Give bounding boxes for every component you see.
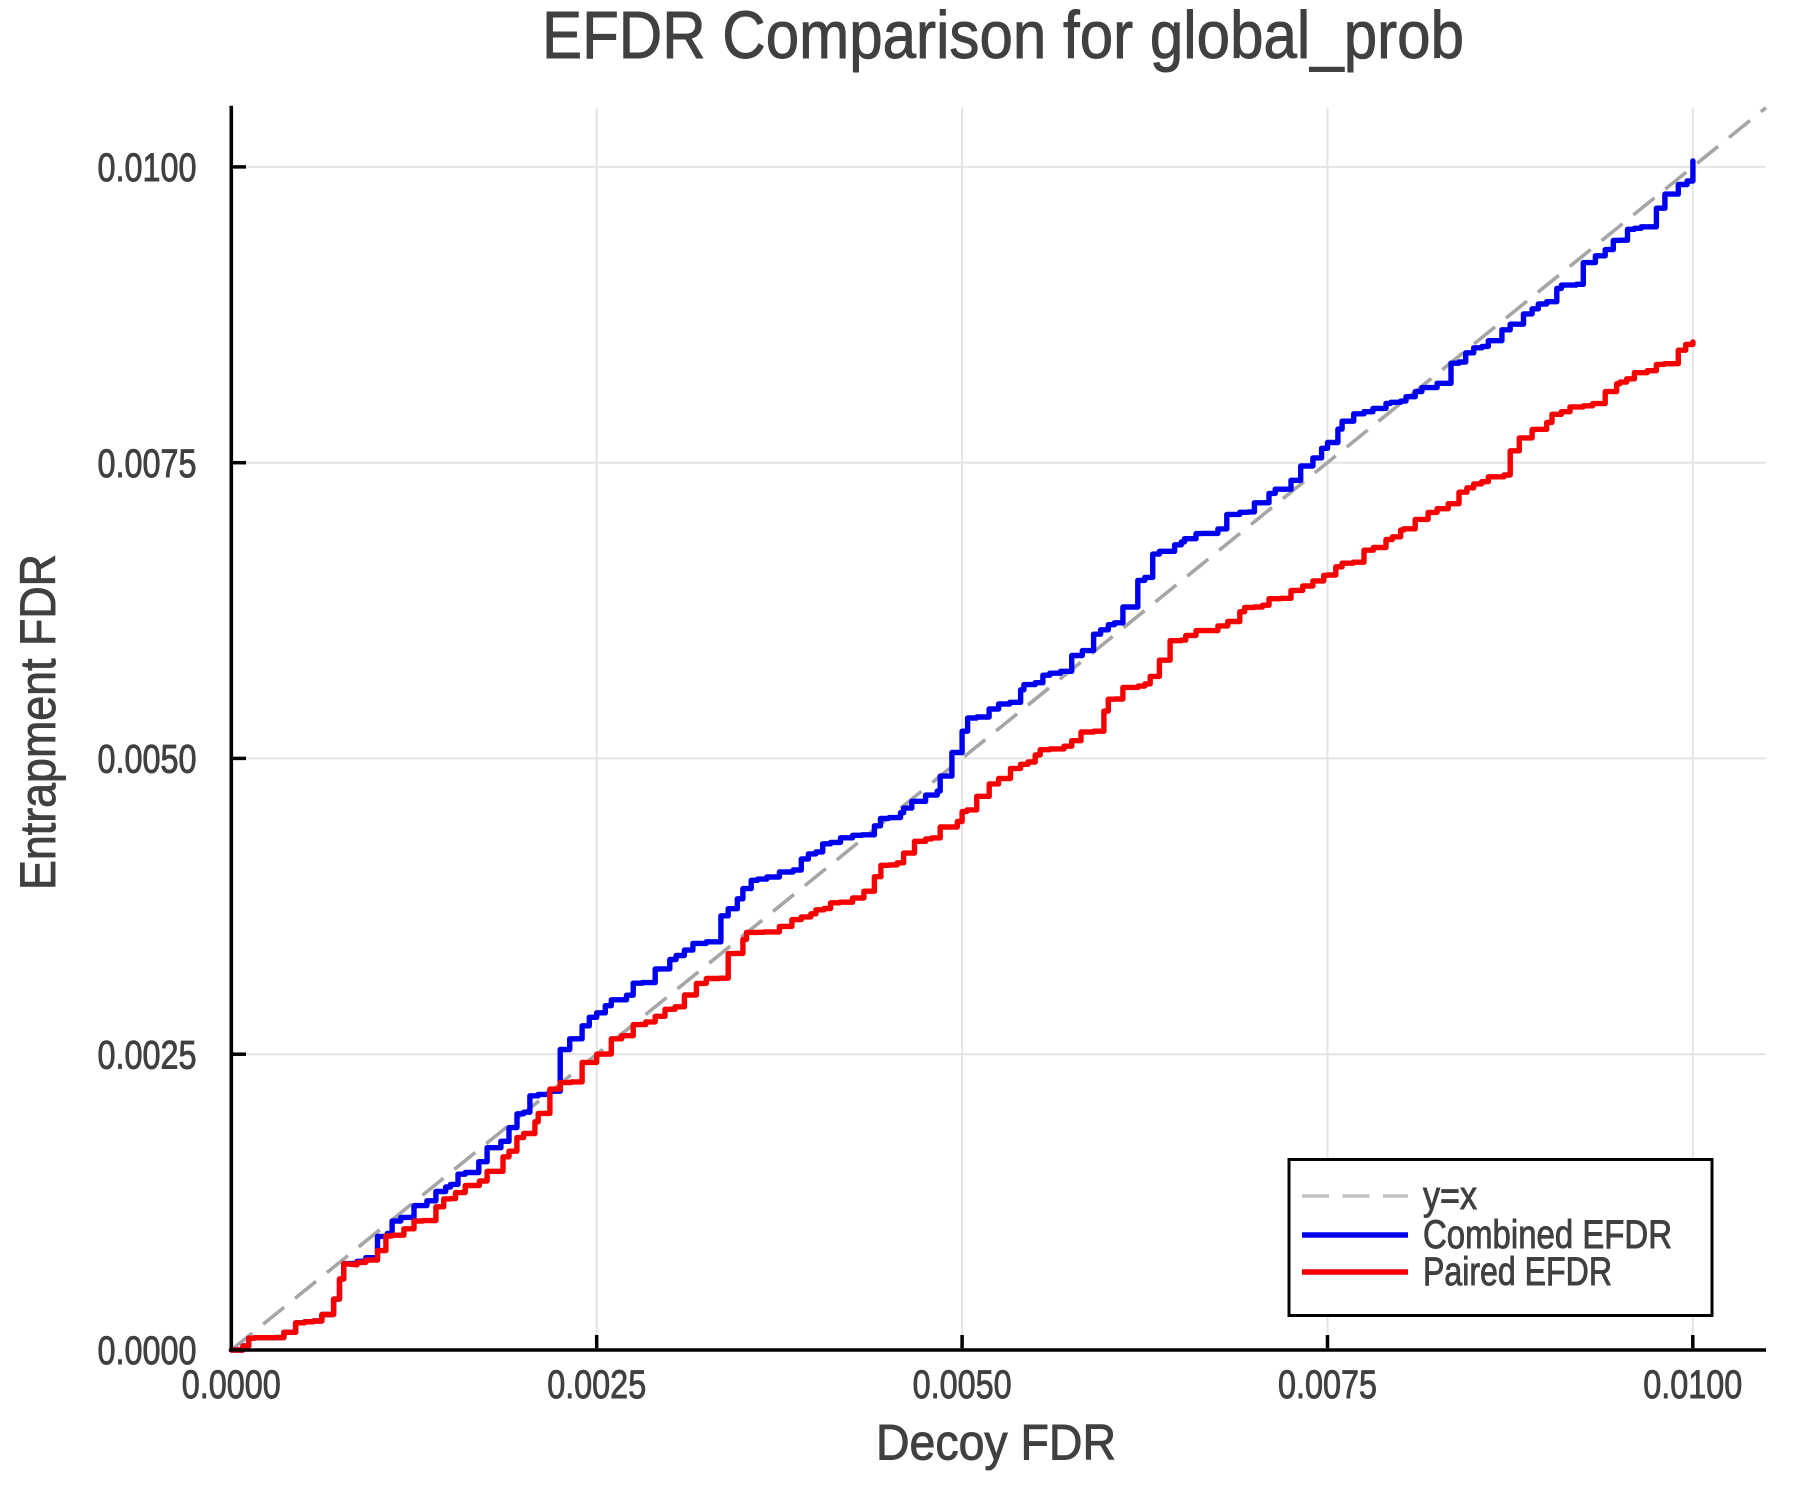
svg-text:0.0100: 0.0100 [98, 146, 197, 190]
svg-text:0.0025: 0.0025 [98, 1033, 197, 1077]
svg-text:y=x: y=x [1423, 1174, 1477, 1218]
svg-text:0.0075: 0.0075 [1278, 1363, 1377, 1407]
svg-text:Combined EFDR: Combined EFDR [1423, 1213, 1672, 1257]
svg-text:0.0050: 0.0050 [913, 1363, 1012, 1407]
svg-text:0.0075: 0.0075 [98, 442, 197, 486]
svg-text:Paired EFDR: Paired EFDR [1423, 1250, 1612, 1294]
svg-text:0.0050: 0.0050 [98, 738, 197, 782]
svg-text:0.0025: 0.0025 [547, 1363, 646, 1407]
svg-text:Entrapment FDR: Entrapment FDR [10, 554, 66, 890]
svg-text:0.0000: 0.0000 [98, 1329, 197, 1373]
svg-text:EFDR Comparison for global_pro: EFDR Comparison for global_prob [542, 0, 1464, 73]
svg-text:0.0000: 0.0000 [182, 1363, 281, 1407]
svg-text:Decoy FDR: Decoy FDR [876, 1415, 1116, 1471]
svg-text:0.0100: 0.0100 [1643, 1363, 1742, 1407]
